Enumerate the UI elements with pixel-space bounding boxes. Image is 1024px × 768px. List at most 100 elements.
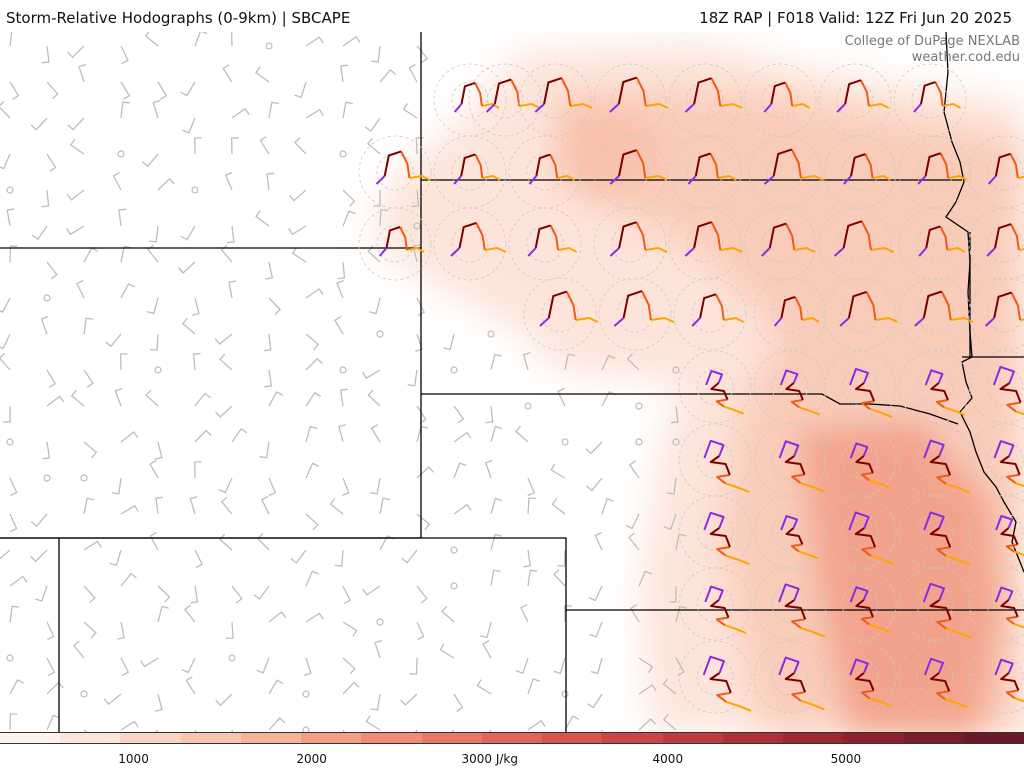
hodograph-segment bbox=[987, 175, 997, 185]
wind-barb bbox=[46, 153, 57, 172]
hodograph-segment bbox=[622, 290, 643, 319]
wind-barbs bbox=[0, 32, 687, 732]
hodograph-range-ring bbox=[536, 81, 574, 119]
hodograph-segment bbox=[993, 440, 1015, 459]
hodograph-segment bbox=[618, 221, 637, 249]
hodograph-segment bbox=[691, 317, 701, 327]
hodograph-segment bbox=[645, 175, 668, 181]
wind-barb bbox=[379, 497, 391, 515]
hodograph-segment bbox=[458, 221, 477, 249]
wind-barb bbox=[194, 461, 202, 479]
wind-barb bbox=[3, 405, 11, 423]
hodograph-range-ring bbox=[523, 277, 597, 351]
wind-barb bbox=[291, 247, 307, 263]
hodograph-range-ring bbox=[968, 277, 1024, 351]
hodograph-segment bbox=[565, 291, 577, 321]
hodograph-segment bbox=[993, 291, 1012, 319]
hodograph-segment bbox=[798, 406, 820, 416]
calm-wind-circle bbox=[672, 366, 680, 374]
wind-barb bbox=[305, 333, 320, 351]
colorbar-segment bbox=[60, 733, 121, 743]
hodograph-segment bbox=[383, 150, 402, 177]
wind-barb bbox=[557, 549, 566, 567]
hodograph-range-ring bbox=[968, 567, 1024, 641]
wind-barb bbox=[120, 101, 130, 119]
wind-barb bbox=[490, 425, 503, 443]
hodograph-segment bbox=[715, 616, 729, 627]
hodograph-segment bbox=[1009, 153, 1019, 179]
wind-barb bbox=[9, 477, 18, 497]
hodograph-segment bbox=[936, 546, 951, 557]
wind-barb bbox=[117, 621, 125, 640]
hodograph-segment bbox=[950, 317, 974, 323]
hodograph-segment bbox=[872, 175, 891, 181]
wind-barb bbox=[253, 585, 270, 600]
hodograph-segment bbox=[847, 290, 867, 319]
wind-barb bbox=[551, 498, 566, 515]
hodograph-segment bbox=[510, 79, 521, 107]
wind-barb bbox=[194, 549, 203, 568]
wind-barb bbox=[490, 353, 502, 371]
wind-barb bbox=[340, 64, 348, 83]
wind-barb bbox=[305, 513, 319, 531]
hodograph-segment bbox=[1005, 689, 1019, 699]
wind-barb bbox=[268, 101, 279, 119]
wind-barb bbox=[78, 63, 86, 83]
wind-barb bbox=[416, 585, 428, 604]
wind-barb bbox=[41, 45, 50, 64]
hodograph-segment bbox=[936, 474, 951, 485]
hodograph-segment bbox=[650, 317, 675, 323]
wind-barb bbox=[6, 208, 15, 227]
hodograph-segment bbox=[833, 247, 845, 257]
wind-barb bbox=[527, 719, 546, 731]
hodograph-segment bbox=[613, 317, 625, 327]
hodograph-range-ring bbox=[986, 658, 1024, 696]
hodograph-segment bbox=[778, 656, 800, 676]
cape-contour bbox=[800, 422, 1000, 732]
wind-barb bbox=[482, 640, 492, 659]
wind-barb bbox=[412, 244, 421, 263]
hodograph-segment bbox=[849, 658, 869, 676]
wind-barb bbox=[157, 177, 175, 191]
wind-barb bbox=[366, 137, 381, 155]
map-area[interactable] bbox=[0, 32, 1024, 732]
wind-barb bbox=[46, 261, 58, 280]
hodograph-segment bbox=[999, 382, 1022, 403]
wind-barb bbox=[268, 679, 284, 695]
wind-barb bbox=[157, 81, 168, 100]
wind-barb bbox=[120, 720, 139, 731]
wind-barb bbox=[190, 585, 199, 604]
hodograph-segment bbox=[378, 247, 388, 257]
wind-barb bbox=[30, 513, 48, 528]
wind-barb bbox=[144, 32, 159, 47]
wind-barb bbox=[192, 352, 201, 371]
colorbar-tick-label: 5000 bbox=[830, 752, 862, 766]
wind-barb bbox=[194, 429, 212, 443]
hodographs bbox=[358, 63, 1024, 714]
wind-barb bbox=[46, 681, 64, 695]
wind-barb bbox=[260, 496, 270, 515]
hodograph-segment bbox=[780, 515, 799, 531]
wind-barb bbox=[371, 45, 381, 63]
hodograph-segment bbox=[1018, 248, 1024, 251]
hodograph-segment bbox=[406, 247, 425, 253]
wind-barb bbox=[231, 427, 248, 443]
calm-wind-circle bbox=[524, 402, 532, 410]
hodograph-segment bbox=[992, 365, 1015, 386]
hodograph-segment bbox=[684, 247, 695, 257]
wind-barb bbox=[364, 117, 381, 133]
hodograph-segment bbox=[794, 296, 803, 321]
hodograph-segment bbox=[861, 546, 876, 557]
wind-barb bbox=[564, 605, 572, 623]
hodograph-segment bbox=[484, 247, 507, 253]
wind-barb bbox=[628, 460, 640, 479]
wind-barb bbox=[594, 531, 603, 551]
hodograph-segment bbox=[482, 175, 501, 181]
hodograph-segment bbox=[924, 369, 944, 386]
colorbar-segment bbox=[963, 733, 1024, 743]
hodograph-segment bbox=[868, 479, 890, 489]
calm-wind-circle bbox=[302, 726, 310, 732]
wind-barb bbox=[0, 153, 11, 170]
hodograph-range-ring bbox=[753, 640, 827, 714]
hodograph-segment bbox=[914, 317, 925, 327]
